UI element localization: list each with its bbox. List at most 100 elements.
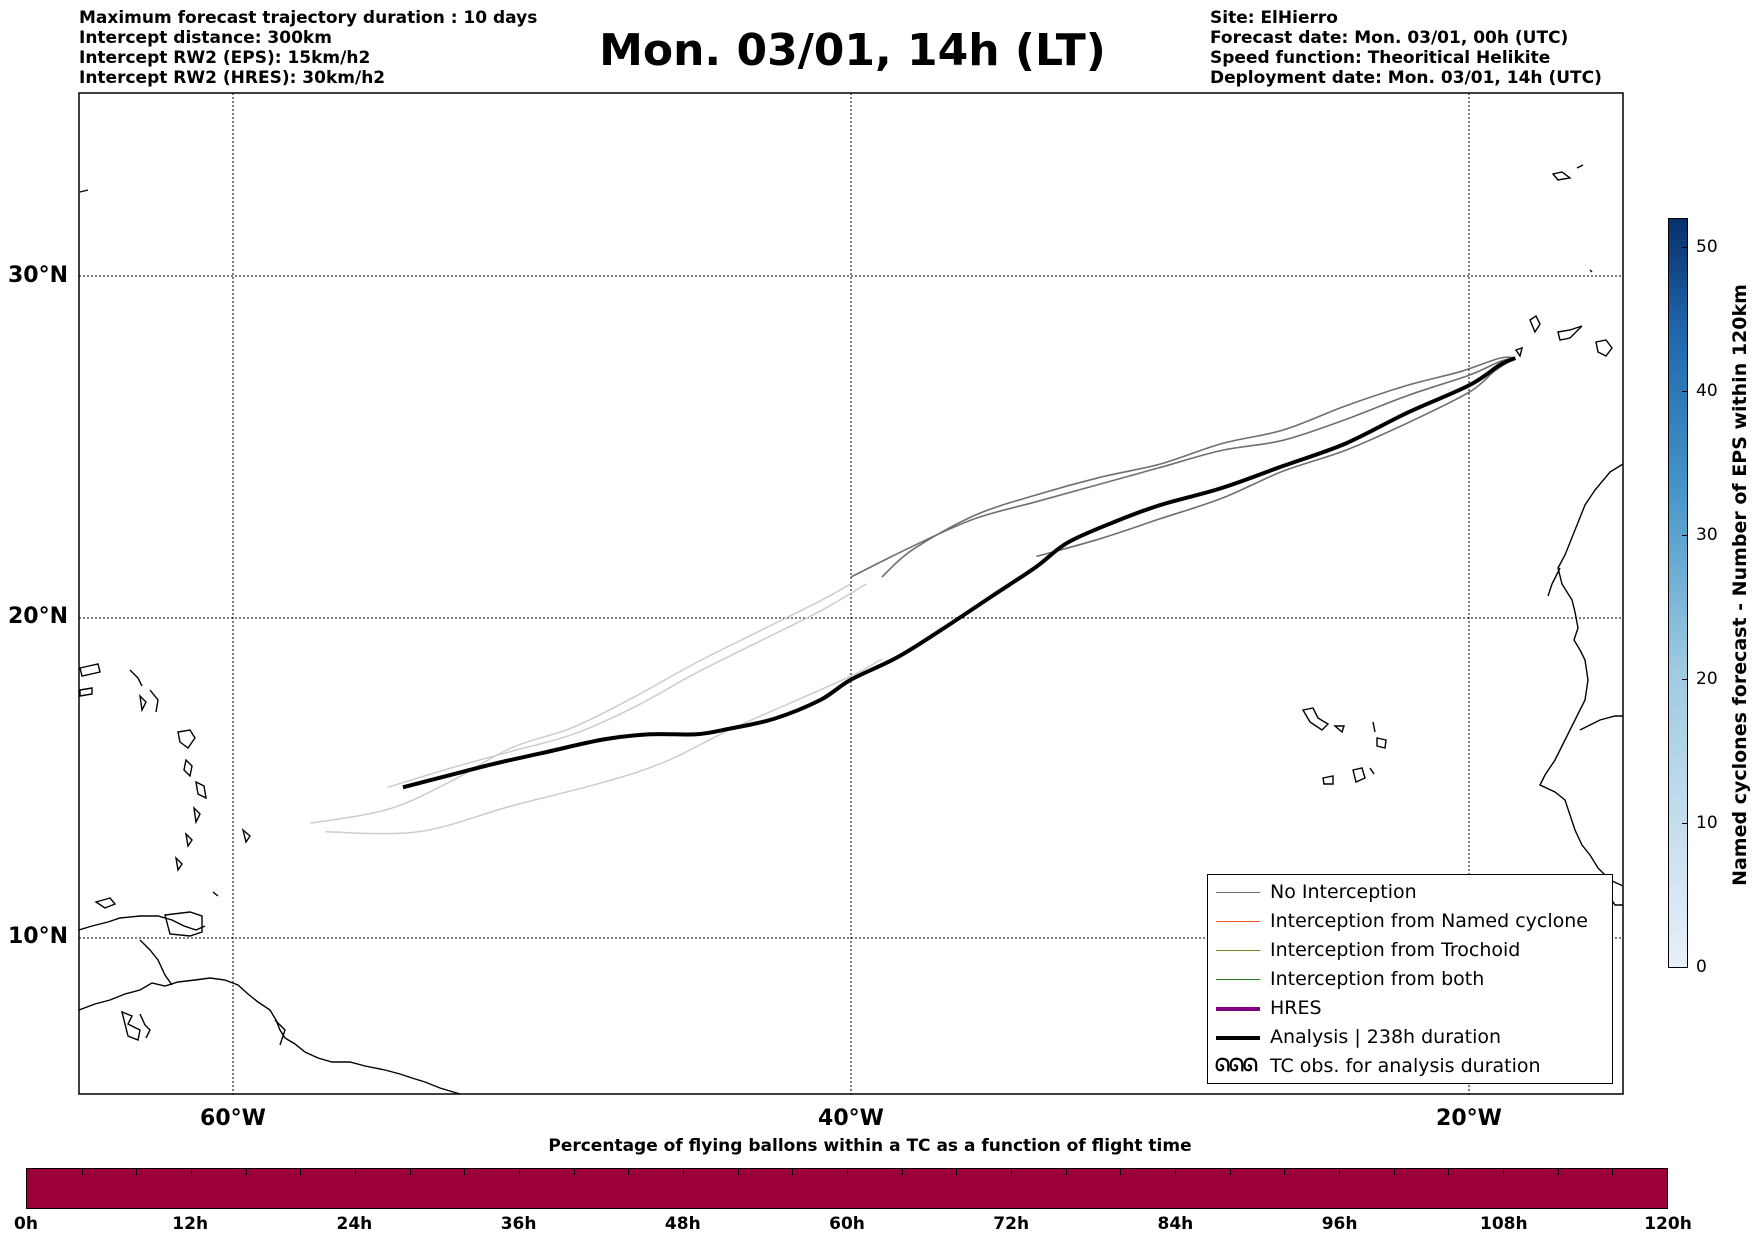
legend-label: HRES — [1270, 997, 1322, 1019]
map-title: Mon. 03/01, 14h (LT) — [599, 25, 1106, 76]
colorbar-tick-mark — [1682, 822, 1688, 824]
colorbar-tick-label: 40 — [1696, 380, 1718, 401]
time-bar-tick — [901, 1169, 903, 1175]
time-bar-tick — [300, 1169, 302, 1175]
colorbar-tick-mark — [1682, 246, 1688, 248]
eps-trajectory — [850, 357, 1516, 578]
island-16 — [212, 891, 219, 897]
time-bar-tick — [1011, 1169, 1012, 1175]
time-bar-tick — [355, 1169, 356, 1175]
eps-dark-trajectories — [850, 356, 1516, 578]
tc-symbol-icon: ᘏᘏᘏ — [1215, 1055, 1258, 1076]
time-bar-tick — [683, 1169, 684, 1175]
time-bar-tick — [737, 1169, 739, 1175]
legend-item: Interception from both — [1208, 966, 1612, 995]
colorbar-label: Named cyclones forecast - Number of EPS … — [1729, 284, 1751, 886]
cape-verde-5 — [1352, 767, 1366, 783]
time-bar-tick — [956, 1169, 958, 1175]
canary-4 — [1514, 346, 1523, 358]
legend-label: Analysis | 238h duration — [1270, 1026, 1502, 1048]
coastlines — [79, 164, 1623, 1094]
forecast-parameters: Maximum forecast trajectory duration : 1… — [79, 8, 537, 88]
island-3 — [79, 687, 93, 697]
lon-label-20w: 20°W — [1436, 1106, 1502, 1131]
site-line: Deployment date: Mon. 03/01, 14h (UTC) — [1210, 68, 1602, 88]
colorbar-tick-label: 10 — [1696, 812, 1718, 833]
legend-swatch — [1216, 1036, 1260, 1040]
colorbar-tick-label: 50 — [1696, 236, 1718, 257]
island-9 — [193, 806, 201, 825]
island-8 — [195, 780, 207, 800]
lat-label-20n: 20°N — [8, 604, 69, 629]
island-4 — [129, 669, 143, 687]
venezuela-coast — [79, 915, 206, 931]
time-bar-tick — [1557, 1169, 1559, 1175]
eps-trajectory — [1036, 360, 1510, 558]
south-america-coast — [79, 977, 461, 1094]
time-bar-tick — [573, 1169, 575, 1175]
time-bar-tick — [1393, 1169, 1395, 1175]
time-label: 0h — [14, 1214, 38, 1234]
time-bar-tick — [409, 1169, 411, 1175]
time-label: 84h — [1157, 1214, 1194, 1234]
lat-label-10n: 10°N — [8, 924, 69, 949]
cape-verde-2 — [1333, 725, 1345, 734]
time-bar-tick — [245, 1169, 247, 1175]
time-label: 48h — [664, 1214, 701, 1234]
time-bar-tick — [1339, 1169, 1340, 1175]
island-6 — [177, 729, 196, 749]
legend-item: HRES — [1208, 995, 1612, 1024]
madeira-2 — [1576, 164, 1584, 169]
time-label: 108h — [1480, 1214, 1528, 1234]
cape-verde-6 — [1369, 767, 1375, 775]
legend-swatch — [1216, 892, 1260, 894]
time-bar-tick — [847, 1169, 848, 1175]
site-line: Speed function: Theoritical Helikite — [1210, 48, 1551, 68]
legend-label: Interception from Named cyclone — [1270, 910, 1588, 932]
island-1 — [94, 897, 117, 909]
time-bar-tick — [1229, 1169, 1231, 1175]
param-line: Intercept distance: 300km — [79, 28, 332, 48]
map-legend: No Interception Interception from Named … — [1207, 874, 1613, 1084]
lon-label-40w: 40°W — [818, 1106, 884, 1131]
island-13 — [139, 694, 147, 713]
lon-label-60w: 60°W — [200, 1106, 266, 1131]
colorbar-tick-mark — [1682, 534, 1688, 536]
legend-swatch — [1216, 1007, 1260, 1011]
time-bar-tick — [1448, 1169, 1450, 1175]
legend-label: Interception from Trochoid — [1270, 939, 1521, 961]
island-2 — [79, 663, 101, 677]
legend-label: TC obs. for analysis duration — [1270, 1055, 1541, 1077]
canary-2 — [1557, 325, 1583, 341]
legend-item-tc-obs: ᘏᘏᘏ TC obs. for analysis duration — [1208, 1053, 1612, 1082]
legend-swatch — [1216, 921, 1260, 923]
colorbar-tick-mark — [1682, 390, 1688, 392]
cape-verde-7 — [1322, 775, 1334, 785]
legend-label: No Interception — [1270, 881, 1417, 903]
legend-item: No Interception — [1208, 879, 1612, 908]
site-line: Site: ElHierro — [1210, 8, 1338, 28]
west-africa-coast — [1539, 463, 1623, 887]
legend-label: Interception from both — [1270, 968, 1485, 990]
analysis-trajectory — [402, 356, 1517, 790]
time-bar-tick — [628, 1169, 630, 1175]
cape-verde-1 — [1301, 707, 1330, 731]
time-label: 72h — [993, 1214, 1030, 1234]
island-12 — [241, 828, 251, 844]
time-bar-title: Percentage of flying ballons within a TC… — [548, 1136, 1192, 1156]
africa-inlet-2 — [1579, 715, 1623, 731]
island-5 — [149, 689, 159, 713]
time-label: 24h — [336, 1214, 373, 1234]
island-10 — [184, 831, 193, 848]
eps-trajectory-faint — [387, 583, 867, 789]
island-11 — [174, 855, 183, 872]
island-14 — [79, 189, 89, 193]
colorbar-tick-mark — [1682, 967, 1688, 968]
eps-trajectory — [881, 356, 1516, 578]
eps-light-trajectories — [310, 583, 883, 835]
time-label: 12h — [172, 1214, 209, 1234]
time-bar-tick — [1120, 1169, 1122, 1175]
madeira-1 — [1551, 171, 1572, 181]
guyana-coast — [139, 939, 173, 986]
cape-verde-4 — [1376, 737, 1387, 749]
